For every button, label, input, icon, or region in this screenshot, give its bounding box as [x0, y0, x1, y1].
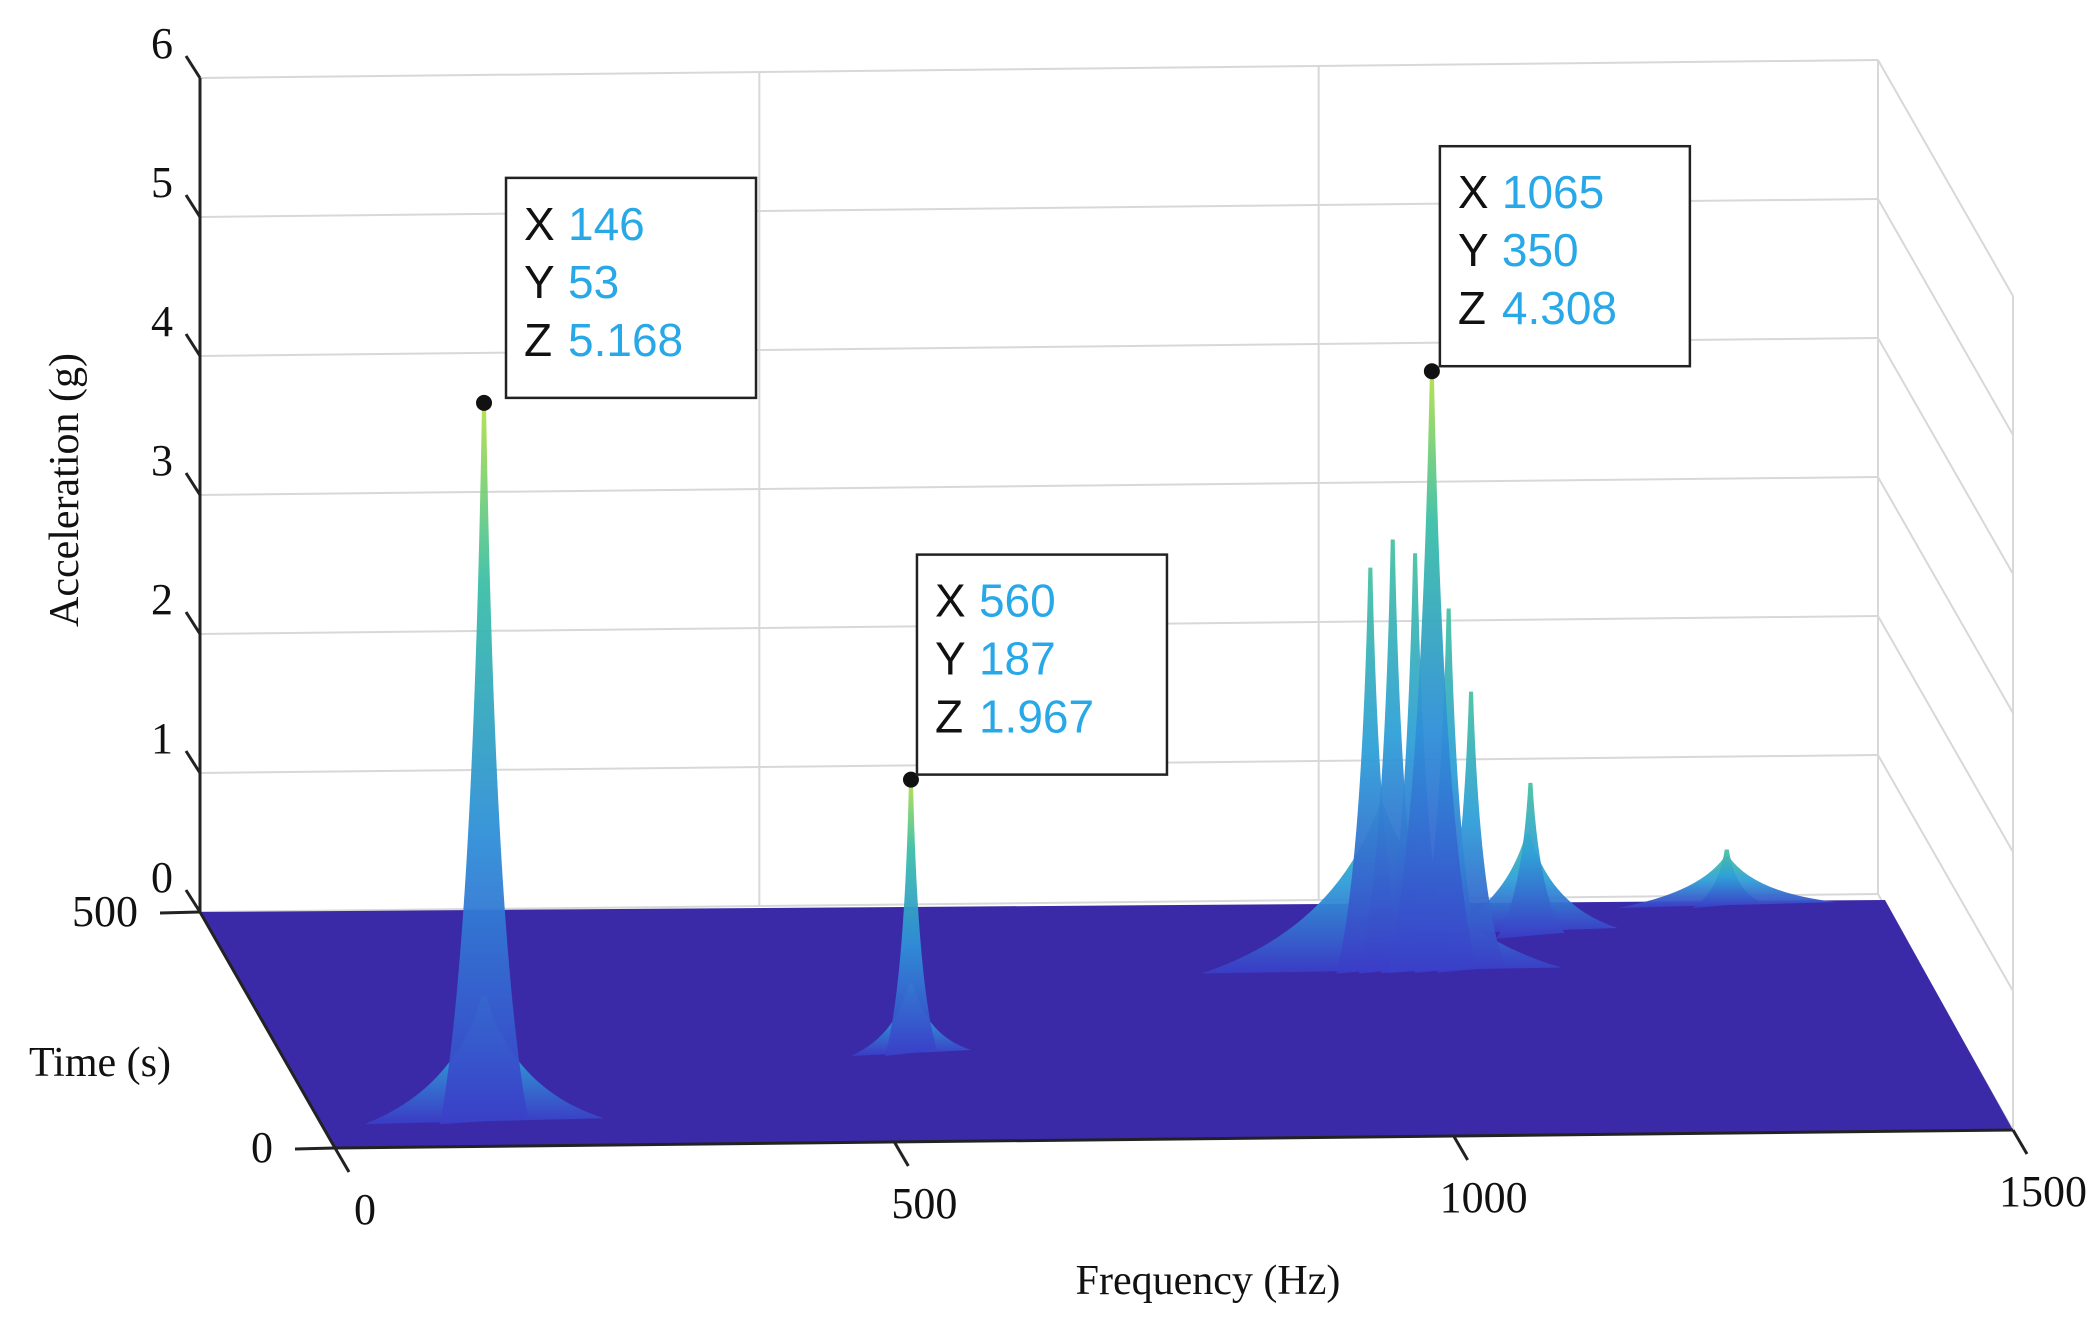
surface-ridge — [1692, 849, 1761, 909]
z-tick — [184, 333, 202, 357]
x-axis-line — [334, 1128, 2014, 1150]
axis-lines — [159, 55, 2029, 1173]
datatip-value: 53 — [568, 256, 619, 308]
y-axis-line — [198, 911, 337, 1149]
x-tick-label: 1500 — [1999, 1167, 2087, 1216]
x-tick-label: 1000 — [1440, 1173, 1528, 1222]
datatip-marker[interactable] — [1423, 363, 1440, 380]
grid-line — [1877, 337, 2014, 575]
grid-line — [1877, 615, 2014, 853]
grid-line — [199, 476, 1879, 496]
datatip-key: X — [935, 575, 966, 627]
z-tick-label: 0 — [151, 853, 173, 902]
z-tick — [184, 611, 202, 635]
z-tick — [184, 750, 202, 774]
datatip-value: 4.308 — [1502, 282, 1617, 334]
datatip-marker[interactable] — [902, 771, 919, 788]
z-tick — [184, 889, 202, 913]
datatip-key: Z — [1458, 282, 1486, 334]
y-tick — [294, 1146, 336, 1151]
y-tick — [159, 910, 201, 915]
z-tick-label: 6 — [151, 19, 173, 68]
x-tick — [333, 1147, 351, 1173]
datatip-value: 5.168 — [568, 314, 683, 366]
z-tick-label: 4 — [151, 297, 173, 346]
datatip-value: 1065 — [1502, 166, 1604, 218]
datatip-value: 1.967 — [979, 691, 1094, 743]
x-tick-label: 0 — [354, 1185, 376, 1234]
surface-ridge — [1496, 782, 1565, 939]
datatip-marker[interactable] — [476, 394, 493, 411]
grid-line — [199, 59, 1879, 79]
datatip-key: X — [1458, 166, 1489, 218]
surface-peak-560 — [884, 779, 937, 1057]
x-axis-label: Frequency (Hz) — [1076, 1258, 1341, 1304]
z-axis-label: Acceleration (g) — [42, 353, 88, 627]
x-tick — [893, 1141, 910, 1167]
z-tick-label: 2 — [151, 575, 173, 624]
grid-line — [1877, 476, 2014, 714]
x-tick — [2011, 1129, 2029, 1155]
z-tick — [184, 55, 202, 79]
datatip-value: 146 — [568, 198, 645, 250]
z-tick-label: 5 — [151, 158, 173, 207]
surface-peak-1065 — [1387, 371, 1476, 974]
y-axis-label: Time (s) — [29, 1040, 171, 1086]
y-tick-label: 500 — [72, 887, 138, 936]
datatip-key: Y — [524, 256, 555, 308]
datatip-key: Z — [935, 691, 963, 743]
z-tick-label: 3 — [151, 436, 173, 485]
x-tick-label: 500 — [891, 1179, 957, 1228]
surface-peaks — [364, 371, 1837, 1125]
surface-floor — [200, 900, 2013, 1148]
datatip-value: 560 — [979, 575, 1056, 627]
datatip-key: Y — [935, 633, 966, 685]
grid-line — [1877, 198, 2014, 436]
datatip-key: X — [524, 198, 555, 250]
surface-peak-146 — [440, 402, 529, 1125]
z-tick-label: 1 — [151, 714, 173, 763]
datatip-box — [1438, 144, 1692, 368]
datatip-box — [504, 176, 758, 400]
datatip-value: 350 — [1502, 224, 1579, 276]
grid-line — [1877, 754, 2014, 992]
x-tick — [1452, 1135, 1469, 1161]
datatip-box — [915, 553, 1169, 776]
datatip-value: 187 — [979, 633, 1056, 685]
datatip-key: Y — [1458, 224, 1489, 276]
z-tick — [184, 472, 202, 496]
y-tick-label: 0 — [251, 1123, 273, 1172]
grid-line — [1877, 59, 2014, 297]
datatip-key: Z — [524, 314, 552, 366]
z-tick — [184, 194, 202, 218]
